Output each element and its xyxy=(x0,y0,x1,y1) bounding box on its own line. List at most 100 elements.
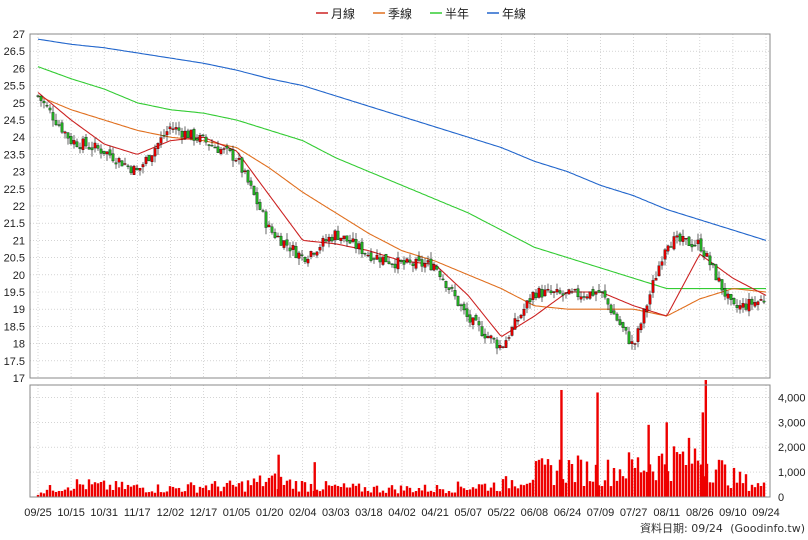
candle-body xyxy=(705,253,709,257)
volume-bar xyxy=(321,489,325,497)
candle-body xyxy=(648,294,652,305)
volume-bar xyxy=(69,490,73,497)
candle-body xyxy=(330,236,334,242)
candle-body xyxy=(450,287,454,289)
candle-body xyxy=(474,315,478,321)
volume-bar xyxy=(582,485,586,497)
volume-bar xyxy=(609,486,613,497)
candle-body xyxy=(468,314,472,323)
candle-body xyxy=(444,281,448,288)
volume-bar xyxy=(693,448,697,497)
candle-body xyxy=(630,341,634,344)
candle-body xyxy=(285,239,289,246)
volume-bar xyxy=(648,464,652,497)
volume-bar xyxy=(726,485,730,497)
volume-bar xyxy=(495,490,499,497)
candle-body xyxy=(585,296,589,299)
volume-bar xyxy=(123,489,127,497)
candle-body xyxy=(204,136,208,143)
volume-bar xyxy=(93,482,97,497)
candle-body xyxy=(600,291,604,293)
volume-bar xyxy=(510,480,514,497)
volume-bar xyxy=(240,481,244,497)
candle-body xyxy=(186,130,190,138)
candle-body xyxy=(180,130,184,138)
ma-half-line xyxy=(37,66,766,290)
volume-bar xyxy=(708,482,712,497)
legend-label: 半年 xyxy=(445,7,469,21)
volume-bar xyxy=(759,486,763,497)
candle-body xyxy=(78,147,82,150)
candle-body xyxy=(195,138,199,141)
candle-body xyxy=(210,145,214,147)
candle-body xyxy=(420,259,424,267)
candle-body xyxy=(711,263,715,266)
candle-body xyxy=(174,127,178,130)
date-tick-label: 04/21 xyxy=(421,507,449,519)
volume-bar xyxy=(546,459,550,497)
volume-bar xyxy=(468,489,472,497)
volume-bar xyxy=(189,482,193,497)
date-tick-label: 09/10 xyxy=(719,507,747,519)
volume-bar xyxy=(714,469,718,497)
candle-body xyxy=(378,257,382,263)
volume-bar xyxy=(204,485,208,497)
date-tick-label: 03/18 xyxy=(355,507,383,519)
candle-body xyxy=(498,345,502,349)
price-tick-label: 19 xyxy=(13,304,25,316)
candle-body xyxy=(189,129,193,138)
candle-body xyxy=(525,300,529,309)
volume-bar xyxy=(234,486,238,497)
candle-body xyxy=(663,249,667,260)
volume-bar xyxy=(384,492,388,497)
volume-bar xyxy=(552,485,556,497)
volume-bar xyxy=(459,486,463,497)
volume-bar xyxy=(522,485,526,497)
volume-tick-labels: 0 1,000 2,000 3,000 4,000 xyxy=(778,392,806,504)
volume-bar xyxy=(162,492,166,497)
candle-body xyxy=(183,130,187,140)
volume-bar xyxy=(543,464,547,497)
candle-body xyxy=(117,158,121,163)
volume-tick-label: 3,000 xyxy=(778,417,806,429)
candle-body xyxy=(96,145,100,149)
candle-body xyxy=(237,157,241,160)
date-tick-label: 10/31 xyxy=(90,507,118,519)
volume-bar xyxy=(198,486,202,497)
volume-bar xyxy=(704,380,708,497)
candle-body xyxy=(108,149,112,156)
volume-bar xyxy=(192,485,196,497)
volume-bar xyxy=(597,485,601,497)
volume-bar xyxy=(51,490,55,497)
candle-body xyxy=(387,261,391,264)
date-tick-label: 04/02 xyxy=(388,507,416,519)
candle-body xyxy=(216,146,220,153)
candle-body xyxy=(702,250,706,257)
volume-bar xyxy=(36,494,40,497)
volume-bar xyxy=(603,480,607,497)
volume-bar xyxy=(315,489,319,497)
candle-body xyxy=(570,291,574,293)
candle-body xyxy=(192,128,196,141)
candle-body xyxy=(696,239,700,245)
candle-body xyxy=(105,151,109,155)
candle-body xyxy=(651,280,655,293)
candle-body xyxy=(576,288,580,298)
candle-body xyxy=(501,346,505,348)
candle-body xyxy=(759,299,763,301)
candle-body xyxy=(390,263,394,265)
volume-bar xyxy=(576,455,580,497)
volume-bar xyxy=(417,488,421,497)
volume-bar xyxy=(753,487,757,497)
volume-bar xyxy=(701,412,705,497)
date-tick-label: 11/17 xyxy=(124,507,151,519)
candle-body xyxy=(408,259,412,263)
volume-tick-label: 2,000 xyxy=(778,442,806,454)
candle-body xyxy=(66,132,70,139)
candle-body xyxy=(318,247,322,251)
volume-bar xyxy=(111,489,115,497)
volume-bar xyxy=(156,484,160,497)
candle-body xyxy=(618,319,622,325)
volume-bar xyxy=(342,483,346,497)
